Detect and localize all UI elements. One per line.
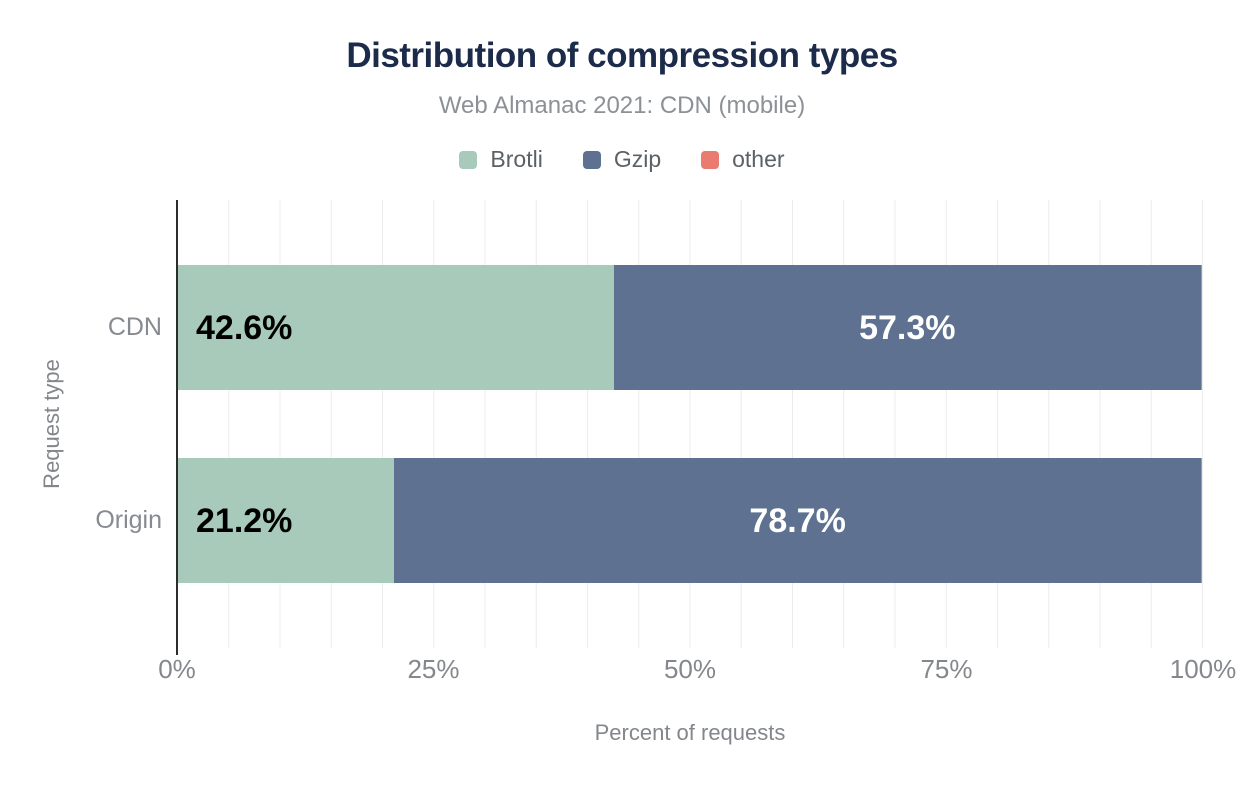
legend-swatch-gzip	[582, 150, 601, 169]
x-tick-label-100: 100%	[1169, 654, 1237, 684]
bar-segment-origin-brotli: 21.2%	[177, 458, 395, 583]
x-tick-label-50: 50%	[663, 654, 717, 684]
legend-swatch-brotli	[459, 150, 478, 169]
x-tick-label-25: 25%	[407, 654, 460, 684]
category-label-cdn: CDN	[107, 313, 162, 341]
x-axis-ticks: 0% 25% 50% 75% 100%	[158, 654, 1236, 688]
bar-cdn: 42.6% 57.3%	[177, 265, 1202, 390]
bar-origin: 21.2% 78.7%	[177, 458, 1202, 583]
value-label-origin-brotli: 21.2%	[196, 501, 293, 540]
category-label-origin: Origin	[95, 506, 162, 534]
chart-subtitle: Web Almanac 2021: CDN (mobile)	[438, 92, 806, 119]
legend-item-gzip: Gzip	[582, 146, 662, 173]
bar-segment-cdn-other	[1200, 265, 1202, 390]
value-label-cdn-gzip: 57.3%	[859, 308, 956, 347]
legend: Brotli Gzip other	[0, 146, 1244, 173]
legend-label: other	[732, 146, 785, 172]
chart-title: Distribution of compression types	[346, 36, 898, 75]
bar-segment-origin-other	[1200, 458, 1202, 583]
bar-segment-cdn-brotli: 42.6%	[177, 265, 614, 390]
y-axis-line	[176, 200, 178, 655]
value-label-cdn-brotli: 42.6%	[196, 308, 293, 347]
plot-area: 42.6% 57.3% 21.2% 78.7%	[177, 200, 1203, 648]
y-axis-category-labels: CDN Origin	[0, 200, 162, 648]
x-tick-label-0: 0%	[158, 654, 196, 684]
bar-segment-origin-gzip: 78.7%	[394, 458, 1201, 583]
legend-swatch-other	[701, 150, 720, 169]
x-axis-title: Percent of requests	[594, 720, 786, 745]
legend-item-other: other	[701, 146, 785, 173]
bar-segment-cdn-gzip: 57.3%	[613, 265, 1201, 390]
legend-item-brotli: Brotli	[459, 146, 543, 173]
legend-label: Brotli	[490, 146, 543, 172]
x-tick-label-75: 75%	[920, 654, 973, 684]
value-label-origin-gzip: 78.7%	[749, 501, 846, 540]
legend-label: Gzip	[613, 146, 662, 172]
